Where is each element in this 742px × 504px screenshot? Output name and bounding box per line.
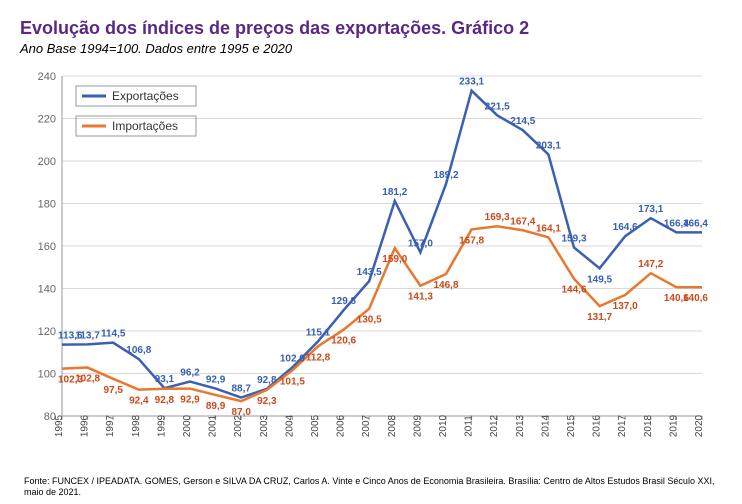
svg-text:120,6: 120,6 (331, 336, 356, 347)
svg-text:92,9: 92,9 (206, 375, 226, 386)
svg-text:112,8: 112,8 (306, 352, 331, 363)
svg-text:96,2: 96,2 (180, 368, 200, 379)
chart-subtitle: Ano Base 1994=100. Dados entre 1995 e 20… (20, 41, 722, 56)
svg-text:115,1: 115,1 (306, 327, 331, 338)
svg-text:2018: 2018 (643, 414, 654, 437)
svg-text:2014: 2014 (540, 414, 551, 437)
svg-text:102,8: 102,8 (75, 374, 100, 385)
svg-text:2004: 2004 (284, 414, 295, 437)
svg-text:2013: 2013 (515, 414, 526, 437)
svg-text:130,5: 130,5 (357, 315, 382, 326)
svg-text:97,5: 97,5 (103, 385, 123, 396)
svg-text:1996: 1996 (80, 414, 91, 437)
svg-text:2015: 2015 (566, 414, 577, 437)
svg-text:180: 180 (38, 199, 56, 211)
svg-text:149,5: 149,5 (587, 274, 612, 285)
chart-container: Evolução dos índices de preços das expor… (0, 0, 742, 504)
svg-text:166,4: 166,4 (683, 218, 708, 229)
svg-text:221,5: 221,5 (485, 101, 510, 112)
svg-text:1997: 1997 (105, 414, 116, 437)
svg-text:160: 160 (38, 241, 56, 253)
chart-area: 8010012014016018020022024019951996199719… (20, 64, 720, 464)
chart-title: Evolução dos índices de preços das expor… (20, 18, 722, 39)
svg-text:157,0: 157,0 (408, 238, 433, 249)
svg-text:233,1: 233,1 (459, 77, 484, 88)
svg-text:164,6: 164,6 (613, 222, 638, 233)
svg-text:Importações: Importações (112, 119, 178, 133)
svg-text:164,1: 164,1 (536, 223, 561, 234)
svg-text:100: 100 (38, 369, 56, 381)
svg-text:93,1: 93,1 (155, 374, 175, 385)
svg-text:1998: 1998 (131, 414, 142, 437)
svg-text:203,1: 203,1 (536, 140, 561, 151)
svg-text:89,9: 89,9 (206, 401, 226, 412)
svg-text:113,7: 113,7 (75, 330, 100, 341)
svg-text:159,0: 159,0 (382, 254, 407, 265)
svg-text:102,9: 102,9 (280, 353, 305, 364)
svg-text:2017: 2017 (617, 414, 628, 437)
svg-text:1999: 1999 (156, 414, 167, 437)
svg-text:88,7: 88,7 (231, 384, 251, 395)
svg-text:144,6: 144,6 (561, 285, 586, 296)
svg-text:140: 140 (38, 284, 56, 296)
svg-text:92,4: 92,4 (129, 396, 149, 407)
svg-text:2007: 2007 (361, 414, 372, 437)
svg-text:87,0: 87,0 (231, 407, 251, 418)
svg-text:2020: 2020 (694, 414, 705, 437)
svg-text:2011: 2011 (464, 415, 475, 437)
svg-text:181,2: 181,2 (382, 187, 407, 198)
svg-text:92,8: 92,8 (155, 395, 175, 406)
svg-text:129,8: 129,8 (331, 296, 356, 307)
svg-text:92,9: 92,9 (180, 395, 200, 406)
svg-text:131,7: 131,7 (587, 312, 612, 323)
svg-text:169,3: 169,3 (485, 212, 510, 223)
svg-text:2003: 2003 (259, 414, 270, 437)
line-chart-svg: 8010012014016018020022024019951996199719… (20, 64, 720, 464)
svg-text:167,4: 167,4 (510, 216, 535, 227)
svg-text:2000: 2000 (182, 414, 193, 437)
svg-text:240: 240 (38, 71, 56, 83)
svg-text:2009: 2009 (412, 414, 423, 437)
svg-text:2001: 2001 (208, 414, 219, 437)
svg-text:2008: 2008 (387, 414, 398, 437)
svg-text:101,5: 101,5 (280, 376, 305, 387)
svg-text:200: 200 (38, 156, 56, 168)
svg-text:120: 120 (38, 326, 56, 338)
svg-text:2010: 2010 (438, 414, 449, 437)
svg-text:137,0: 137,0 (613, 301, 638, 312)
svg-text:146,8: 146,8 (433, 280, 458, 291)
svg-text:92,3: 92,3 (257, 396, 277, 407)
svg-text:92,8: 92,8 (257, 375, 277, 386)
svg-text:1995: 1995 (54, 414, 65, 437)
svg-text:167,8: 167,8 (459, 235, 484, 246)
svg-text:2006: 2006 (336, 414, 347, 437)
svg-text:159,3: 159,3 (561, 233, 586, 244)
svg-text:Exportações: Exportações (112, 89, 179, 103)
svg-text:214,5: 214,5 (510, 116, 535, 127)
svg-text:220: 220 (38, 114, 56, 126)
svg-text:147,2: 147,2 (638, 259, 663, 270)
svg-text:106,8: 106,8 (126, 345, 151, 356)
svg-text:140,6: 140,6 (683, 293, 708, 304)
svg-text:2019: 2019 (668, 414, 679, 437)
svg-text:173,1: 173,1 (638, 204, 663, 215)
source-text: Fonte: FUNCEX / IPEADATA. GOMES, Gerson … (24, 476, 722, 498)
svg-text:141,3: 141,3 (408, 292, 433, 303)
svg-text:2016: 2016 (592, 414, 603, 437)
svg-text:2005: 2005 (310, 414, 321, 437)
svg-text:189,2: 189,2 (433, 170, 458, 181)
svg-text:2012: 2012 (489, 414, 500, 437)
svg-text:114,5: 114,5 (101, 329, 126, 340)
svg-text:143,5: 143,5 (357, 267, 382, 278)
